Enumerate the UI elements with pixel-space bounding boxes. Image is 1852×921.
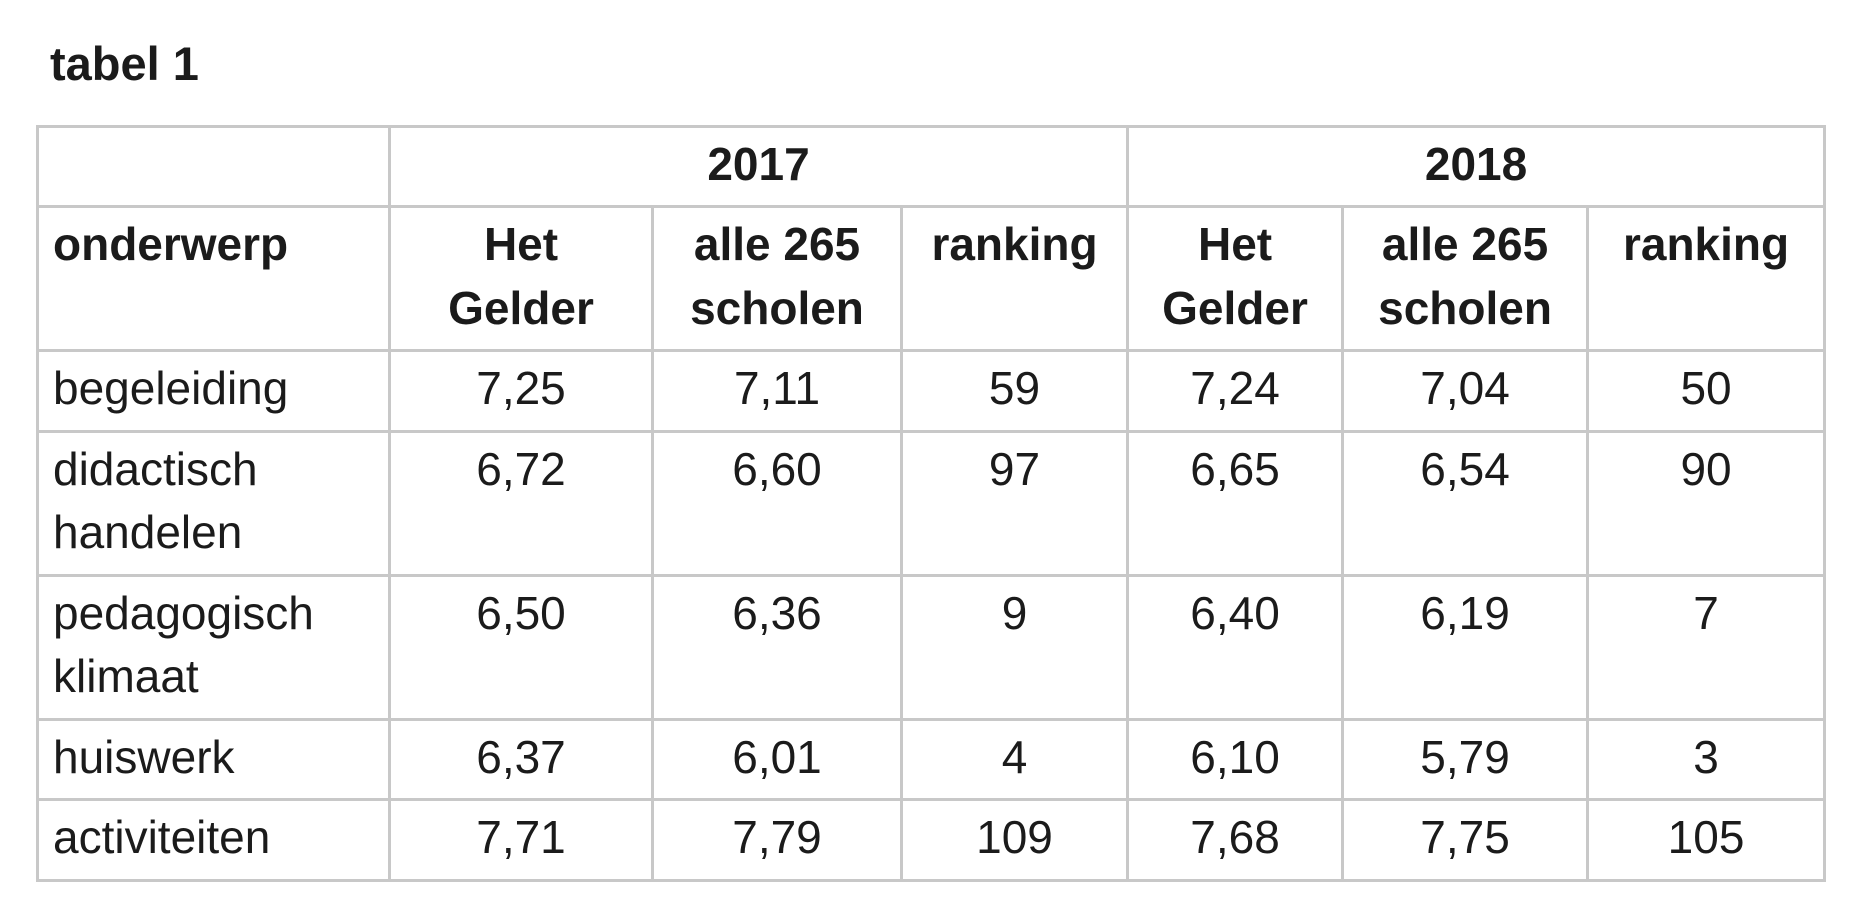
cell-value: 6,01 (651, 717, 903, 802)
table-row-huiswerk: huiswerk 6,37 6,01 4 6,10 5,79 3 (36, 717, 1827, 802)
cell-value: 105 (1586, 798, 1827, 882)
year-header-2017: 2017 (387, 124, 1130, 209)
table-row-begeleiding: begeleiding 7,25 7,11 59 7,24 7,04 50 (36, 349, 1827, 433)
cell-value: 6,50 (388, 573, 654, 721)
cell-value: 90 (1586, 429, 1827, 577)
cell-value: 109 (899, 798, 1130, 882)
column-header-all-schools-2018: alle 265 scholen (1341, 205, 1590, 353)
column-header-all-schools-2017: alle 265 scholen (651, 205, 903, 353)
cell-value: 7,25 (388, 349, 654, 433)
empty-corner-cell (36, 124, 391, 209)
table-row-didactisch-handelen: didactisch handelen 6,72 6,60 97 6,65 6,… (36, 429, 1827, 577)
cell-value: 5,79 (1341, 717, 1590, 802)
column-header-school-2018: Het Gelder (1126, 205, 1345, 353)
table-title: tabel 1 (50, 37, 199, 90)
year-header-row: 2017 2018 (36, 124, 1827, 209)
tabel-1-table: 2017 2018 onderwerp Het Gelder alle 265 … (36, 124, 1827, 882)
cell-value: 97 (899, 429, 1130, 577)
cell-value: 9 (899, 573, 1130, 721)
cell-value: 7,71 (388, 798, 654, 882)
year-header-2018: 2018 (1126, 124, 1827, 209)
cell-value: 6,36 (651, 573, 903, 721)
column-header-school-2017: Het Gelder (388, 205, 654, 353)
table-row-pedagogisch-klimaat: pedagogisch klimaat 6,50 6,36 9 6,40 6,1… (36, 573, 1827, 721)
cell-value: 7,75 (1341, 798, 1590, 882)
cell-value: 7 (1586, 573, 1827, 721)
cell-value: 6,54 (1341, 429, 1590, 577)
column-header-row: onderwerp Het Gelder alle 265 scholen ra… (36, 205, 1827, 353)
cell-value: 4 (899, 717, 1130, 802)
cell-value: 7,04 (1341, 349, 1590, 433)
cell-value: 6,19 (1341, 573, 1590, 721)
row-topic: begeleiding (36, 349, 391, 433)
cell-value: 59 (899, 349, 1130, 433)
cell-value: 3 (1586, 717, 1827, 802)
cell-value: 7,79 (651, 798, 903, 882)
cell-value: 6,65 (1126, 429, 1345, 577)
cell-value: 50 (1586, 349, 1827, 433)
cell-value: 7,24 (1126, 349, 1345, 433)
cell-value: 6,37 (388, 717, 654, 802)
column-header-ranking-2017: ranking (899, 205, 1130, 353)
table-row-activiteiten: activiteiten 7,71 7,79 109 7,68 7,75 105 (36, 798, 1827, 882)
column-header-topic: onderwerp (36, 205, 391, 353)
cell-value: 6,40 (1126, 573, 1345, 721)
column-header-ranking-2018: ranking (1586, 205, 1827, 353)
row-topic: activiteiten (36, 798, 391, 882)
cell-value: 6,60 (651, 429, 903, 577)
cell-value: 7,11 (651, 349, 903, 433)
cell-value: 7,68 (1126, 798, 1345, 882)
row-topic: pedagogisch klimaat (36, 573, 391, 721)
row-topic: huiswerk (36, 717, 391, 802)
cell-value: 6,72 (388, 429, 654, 577)
row-topic: didactisch handelen (36, 429, 391, 577)
cell-value: 6,10 (1126, 717, 1345, 802)
